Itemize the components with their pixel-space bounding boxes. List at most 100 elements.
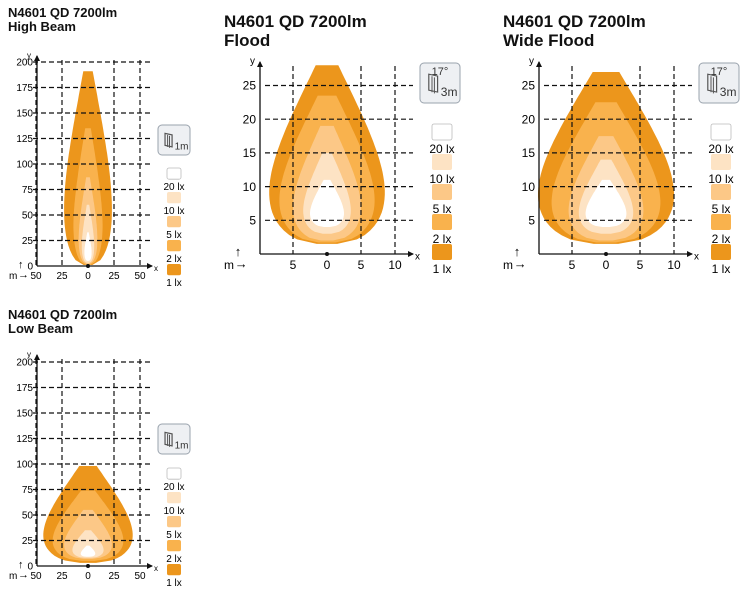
x-axis-label: x [415, 252, 420, 263]
x-axis-label: x [154, 564, 158, 573]
legend-swatch [432, 154, 452, 170]
high-beam-title-block: N4601 QD 7200lm High Beam [8, 5, 118, 35]
y-tick-label: 25 [243, 79, 257, 93]
y-tick-label: 5 [528, 214, 535, 228]
legend-label: 2 lx [166, 554, 182, 565]
y-tick-label: 10 [522, 180, 536, 194]
high-beam-subtitle: High Beam [8, 19, 76, 35]
lamp-icon: 3m 17° [698, 62, 740, 104]
right-arrow-icon: → [514, 256, 527, 271]
y-tick-label: 175 [16, 83, 33, 94]
y-axis-arrow [34, 354, 40, 360]
y-tick-label: 20 [522, 112, 536, 126]
legend-swatch [711, 184, 731, 200]
y-tick-label: 150 [16, 109, 33, 120]
wide-flood-subtitle: Wide Flood [503, 30, 595, 50]
contour-20-lx [310, 179, 344, 227]
legend-label: 1 lx [166, 578, 182, 589]
right-arrow-icon: → [18, 269, 29, 281]
x-tick-label: 50 [30, 271, 42, 282]
lamp-body [428, 73, 439, 93]
y-tick-label: 200 [16, 358, 33, 369]
y-tick-label: 10 [243, 180, 257, 194]
legend-label: 2 lx [712, 232, 731, 246]
meter-label: m [224, 258, 234, 272]
legend-label: 2 lx [166, 254, 182, 265]
legend-label: 5 lx [712, 202, 731, 216]
x-tick-label: 0 [324, 258, 331, 272]
y-tick-label: 25 [522, 79, 536, 93]
lamp-icon: 3m 17° [419, 62, 461, 104]
legend-swatch [167, 540, 181, 552]
legend-swatch [432, 214, 452, 230]
icon-frame [157, 423, 191, 455]
up-arrow-icon: ↑ [18, 559, 24, 571]
x-tick-label: 5 [569, 258, 576, 272]
legend-label: 5 lx [166, 230, 182, 241]
legend-swatch [710, 123, 732, 141]
up-arrow-icon: ↑ [235, 244, 242, 259]
legend-swatch [431, 123, 453, 141]
high-beam-title: N4601 QD 7200lm [8, 5, 118, 20]
y-tick-label: 5 [249, 214, 256, 228]
icon-frame [698, 62, 740, 104]
y-axis-label: y [27, 350, 31, 359]
legend-label: 5 lx [433, 202, 452, 216]
icon-angle-label: 17° [711, 66, 728, 78]
flood-title-block: N4601 QD 7200lm Flood [224, 12, 367, 50]
low-beam-title-block: N4601 QD 7200lm Low Beam [8, 307, 118, 337]
y-axis-arrow [257, 61, 263, 67]
legend-swatch [711, 154, 731, 170]
y-tick-label: 15 [522, 146, 536, 160]
x-axis-arrow [687, 251, 693, 257]
legend-label: 10 lx [429, 172, 454, 186]
flood-subtitle: Flood [224, 30, 271, 50]
legend-label: 20 lx [429, 142, 454, 156]
y-tick-label: 175 [16, 383, 33, 394]
x-axis-arrow [147, 263, 153, 269]
y-tick-label: 0 [27, 562, 33, 573]
contour-20-lx [80, 545, 96, 557]
y-axis-label: y [529, 56, 534, 67]
x-tick-label: 0 [85, 571, 91, 582]
origin-dot [86, 264, 90, 268]
icon-frame [157, 124, 191, 156]
lamp-body [164, 431, 173, 447]
origin-dot [325, 252, 329, 256]
icon-angle-label: 17° [432, 66, 449, 78]
x-tick-label: 25 [108, 571, 120, 582]
legend-swatch [167, 240, 181, 252]
y-axis-arrow [34, 55, 40, 61]
legend-label: 5 lx [166, 530, 182, 541]
legend-swatch [432, 184, 452, 200]
chart-low-beam: x y 0 25 50 75 100 125 150 175 200 50 25 0 25 50 m →↑ 1m 20… [9, 350, 191, 589]
chart-flood: x y 5 10 15 20 25 5 0 5 10 m →↑ 3m 17° 20 lx 10 lx 5 lx 2 … [224, 56, 461, 276]
legend-swatch [711, 244, 731, 260]
y-tick-label: 200 [16, 58, 33, 69]
icon-distance-label: 3m [441, 85, 458, 99]
meter-label: m [9, 271, 17, 282]
wide-flood-title: N4601 QD 7200lm [503, 12, 646, 31]
y-tick-label: 150 [16, 409, 33, 420]
legend-label: 10 lx [163, 206, 184, 217]
x-tick-label: 5 [290, 258, 297, 272]
legend-swatch [167, 564, 181, 576]
y-tick-label: 100 [16, 460, 33, 471]
contour-20-lx [585, 179, 627, 227]
meter-label: m [9, 571, 17, 582]
icon-distance-label: 1m [175, 142, 189, 153]
y-tick-label: 0 [27, 262, 33, 273]
x-tick-label: 0 [603, 258, 610, 272]
legend-swatch [166, 167, 182, 180]
origin-dot [604, 252, 608, 256]
up-arrow-icon: ↑ [514, 244, 521, 259]
y-tick-label: 75 [22, 485, 34, 496]
wide-flood-title-block: N4601 QD 7200lm Wide Flood [503, 12, 646, 50]
chart-high-beam: x y 0 25 50 75 100 125 150 175 200 50 25 0 25 50 m →↑ 1m 20… [9, 51, 191, 289]
x-tick-label: 10 [388, 258, 402, 272]
y-tick-label: 25 [22, 536, 34, 547]
low-beam-title: N4601 QD 7200lm [8, 307, 118, 322]
legend-swatch [167, 492, 181, 504]
contour-10-lx [72, 530, 104, 558]
